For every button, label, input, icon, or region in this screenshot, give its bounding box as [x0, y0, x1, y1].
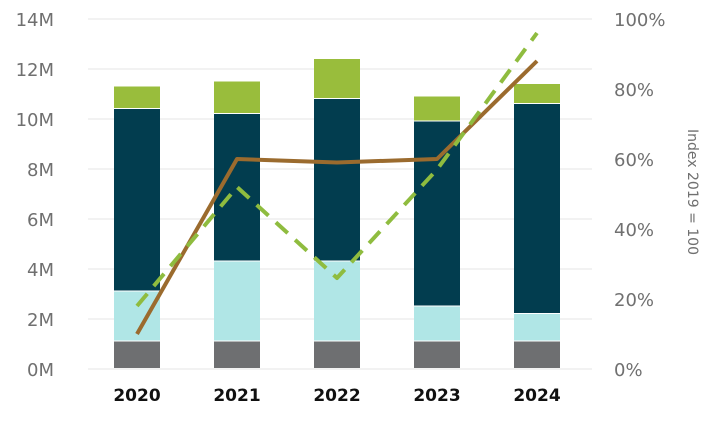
bar-segment: [414, 121, 460, 306]
bar-segment: [214, 261, 260, 341]
y-right-tick-label: 60%: [614, 150, 654, 171]
y-left-tick-label: 12M: [16, 60, 54, 81]
bar-segment: [114, 109, 160, 291]
y-axis-right: 0% 20% 40% 60% 80% 100%: [614, 10, 665, 381]
bar-segment: [314, 341, 360, 368]
bars: [114, 59, 560, 368]
y-left-tick-label: 4M: [27, 260, 54, 281]
bar-segment: [514, 104, 560, 313]
bar-segment: [414, 341, 460, 368]
bar-segment: [514, 84, 560, 103]
x-tick-label: 2022: [313, 386, 360, 406]
bar-segment: [114, 341, 160, 368]
y-axis-right-label: Index 2019 = 100: [684, 129, 700, 255]
y-axis-left: 0M 2M 4M 6M 8M 10M 12M 14M: [16, 10, 54, 381]
y-left-tick-label: 8M: [27, 160, 54, 181]
y-left-tick-label: 0M: [27, 360, 54, 381]
y-left-tick-label: 6M: [27, 210, 54, 231]
y-left-tick-label: 10M: [16, 110, 54, 131]
solid-index-line: [135, 59, 539, 335]
bar-segment: [214, 81, 260, 113]
bar-segment: [114, 86, 160, 108]
index-lines: [135, 31, 539, 335]
bar-segment: [514, 341, 560, 368]
bar-segment: [514, 314, 560, 341]
y-right-tick-label: 40%: [614, 220, 654, 241]
bar-segment: [414, 306, 460, 341]
dashed-index-line: [135, 31, 539, 308]
y-right-tick-label: 0%: [614, 360, 643, 381]
y-right-tick-label: 100%: [614, 10, 665, 31]
bar-segment: [314, 59, 360, 98]
x-tick-label: 2023: [413, 386, 460, 406]
bar-segment: [314, 99, 360, 261]
y-left-tick-label: 14M: [16, 10, 54, 31]
x-tick-label: 2021: [213, 386, 260, 406]
y-right-tick-label: 80%: [614, 80, 654, 101]
y-right-tick-label: 20%: [614, 290, 654, 311]
bar-segment: [314, 261, 360, 341]
bar-segment: [414, 96, 460, 121]
bar-segment: [214, 341, 260, 368]
x-axis: 2020 2021 2022 2023 2024: [113, 386, 560, 406]
x-tick-label: 2020: [113, 386, 160, 406]
x-tick-label: 2024: [513, 386, 560, 406]
y-left-tick-label: 2M: [27, 310, 54, 331]
